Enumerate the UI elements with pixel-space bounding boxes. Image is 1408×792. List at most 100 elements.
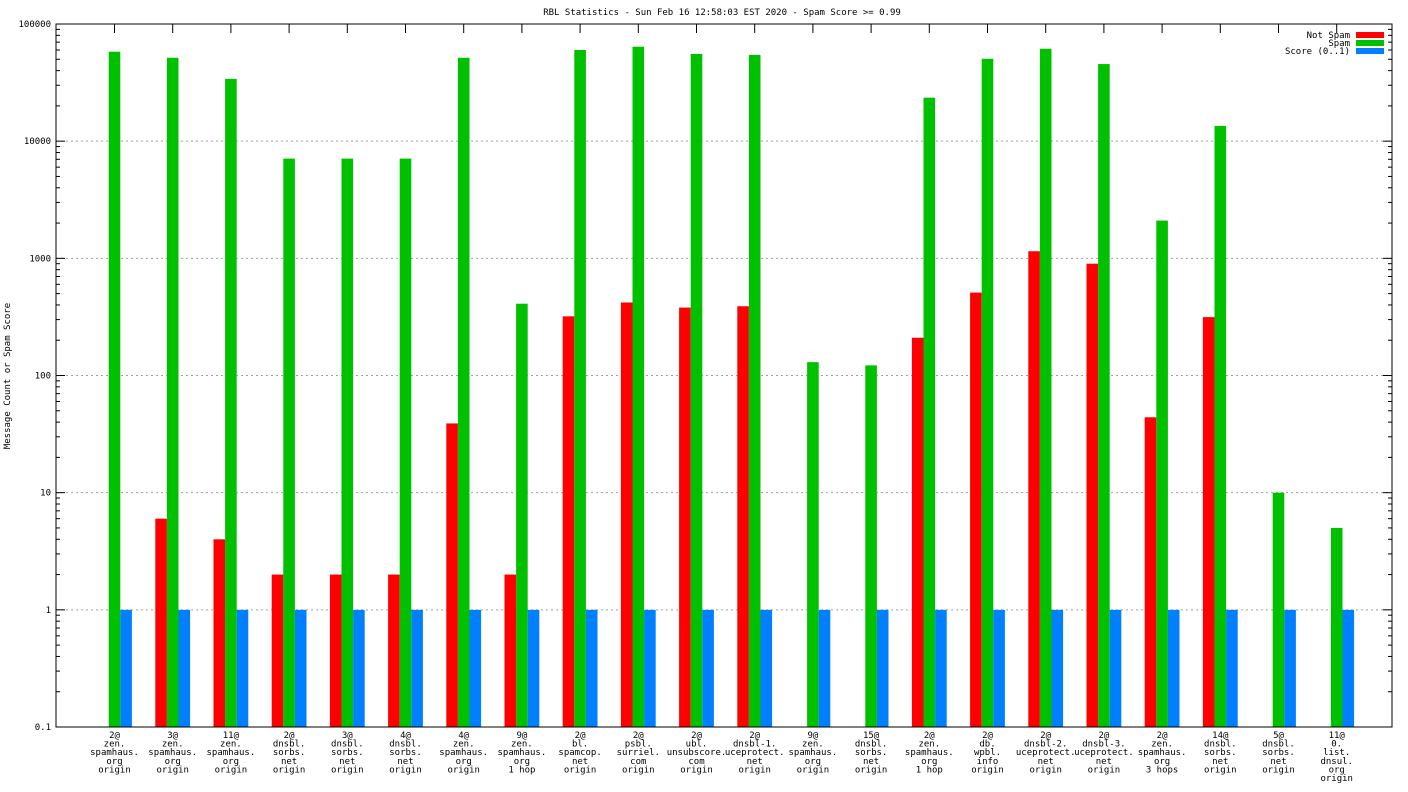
bar-score-0-1 xyxy=(236,609,249,727)
chart-title: RBL Statistics - Sun Feb 16 12:58:03 EST… xyxy=(543,8,901,18)
bar-not-spam xyxy=(562,316,575,727)
bar-spam xyxy=(1330,527,1343,727)
y-tick-label: 0.1 xyxy=(35,723,51,733)
bar-not-spam xyxy=(271,574,284,727)
bar-score-0-1 xyxy=(585,609,598,727)
bar-not-spam xyxy=(155,518,167,727)
bar-spam xyxy=(690,53,703,728)
x-tick-label: 11@ 0. list. dnsul. org origin xyxy=(1320,731,1353,784)
x-tick-label: 2@ ubl. unsubscore. com origin xyxy=(667,731,727,775)
legend-swatch xyxy=(1356,48,1384,54)
x-tick-label: 2@ dnsbl-2. uceprotect. net origin xyxy=(1016,731,1076,775)
bar-score-0-1 xyxy=(411,609,423,727)
y-tick-label: 100000 xyxy=(18,20,51,30)
x-tick-label: 15@ dnsbl. sorbs. net origin xyxy=(855,731,888,775)
y-tick-label: 1 xyxy=(46,606,51,616)
bar-score-0-1 xyxy=(702,609,714,727)
legend-label: Score (0..1) xyxy=(1285,47,1350,57)
x-tick-label: 2@ psbl. surriel. com origin xyxy=(617,731,660,775)
bar-not-spam xyxy=(1028,251,1040,728)
x-tick-label: 2@ zen. spamhaus. org 1 hop xyxy=(905,731,954,775)
bar-spam xyxy=(516,303,528,727)
bar-score-0-1 xyxy=(993,609,1005,727)
bar-spam xyxy=(981,58,994,728)
bar-spam xyxy=(632,46,645,728)
bar-spam xyxy=(108,51,121,727)
bar-score-0-1 xyxy=(644,609,656,727)
bar-score-0-1 xyxy=(876,609,889,727)
x-tick-label: 9@ zen. spamhaus. org 1 hop xyxy=(498,731,547,775)
legend-label: Spam xyxy=(1328,39,1350,49)
legend-label: Not Spam xyxy=(1307,31,1350,41)
bar-spam xyxy=(1098,64,1110,728)
bar-score-0-1 xyxy=(760,609,773,727)
y-tick-label: 100 xyxy=(35,372,51,382)
x-tick-label: 14@ dnsbl. sorbs. net origin xyxy=(1204,731,1237,775)
bar-spam xyxy=(457,57,470,727)
legend-swatch xyxy=(1356,40,1384,46)
bar-not-spam xyxy=(620,302,633,727)
bar-not-spam xyxy=(1144,417,1157,727)
bar-not-spam xyxy=(970,292,982,727)
bar-score-0-1 xyxy=(935,609,947,727)
bar-score-0-1 xyxy=(1226,609,1238,727)
bar-not-spam xyxy=(1086,263,1099,727)
x-tick-label: 2@ zen. spamhaus. org 3 hops xyxy=(1138,731,1187,775)
bar-not-spam xyxy=(446,423,458,727)
x-tick-label: 11@ zen. spamhaus. org origin xyxy=(207,731,256,775)
x-tick-label: 2@ bl. spamcop. net origin xyxy=(558,731,601,775)
x-tick-label: 4@ dnsbl. sorbs. net origin xyxy=(389,731,422,775)
bar-score-0-1 xyxy=(527,609,540,727)
bar-spam xyxy=(865,365,877,727)
bar-spam xyxy=(225,78,237,728)
y-tick-label: 1000 xyxy=(29,254,51,264)
plot-frame xyxy=(55,23,1393,728)
bar-score-0-1 xyxy=(120,609,132,727)
bar-spam xyxy=(166,57,179,727)
x-tick-label: 3@ zen. spamhaus. org origin xyxy=(148,731,197,775)
bar-score-0-1 xyxy=(178,609,191,727)
bar-spam xyxy=(399,158,412,727)
bar-series xyxy=(108,46,1355,728)
y-tick-labels: 0.1 1 10 100 1000 10000 100000 xyxy=(18,20,51,733)
bar-spam xyxy=(923,97,936,727)
bar-spam xyxy=(1039,48,1052,727)
bar-score-0-1 xyxy=(1109,609,1122,727)
bar-not-spam xyxy=(737,306,749,727)
y-tick-label: 10000 xyxy=(24,137,51,147)
bar-score-0-1 xyxy=(353,609,365,727)
bar-not-spam xyxy=(504,574,517,727)
x-tick-label: 5@ dnsbl. sorbs. net origin xyxy=(1262,731,1295,775)
bar-not-spam xyxy=(1202,317,1215,727)
x-tick-label: 4@ zen. spamhaus. org origin xyxy=(439,731,488,775)
y-axis-label: Message Count or Spam Score xyxy=(3,303,13,449)
bar-spam xyxy=(1156,220,1168,728)
bar-spam xyxy=(807,362,819,727)
legend-swatch xyxy=(1356,32,1384,38)
bar-not-spam xyxy=(388,574,400,727)
bar-score-0-1 xyxy=(818,609,831,727)
x-tick-label: 2@ dnsbl-3. uceprotect. net origin xyxy=(1074,731,1134,775)
bar-not-spam xyxy=(329,574,342,727)
bar-spam xyxy=(341,158,354,727)
bar-score-0-1 xyxy=(294,609,307,727)
x-tick-label: 2@ dnsbl. sorbs. net origin xyxy=(273,731,306,775)
bar-spam xyxy=(574,49,586,727)
bar-score-0-1 xyxy=(1167,609,1180,727)
bar-spam xyxy=(748,54,761,727)
bar-not-spam xyxy=(911,337,924,727)
grid-lines xyxy=(56,23,1392,728)
bar-spam xyxy=(1214,125,1227,728)
x-tick-label: 9@ zen. spamhaus. org origin xyxy=(789,731,838,775)
bar-score-0-1 xyxy=(469,609,482,727)
bar-not-spam xyxy=(213,539,226,727)
bar-score-0-1 xyxy=(1051,609,1064,727)
x-tick-label: 2@ dnsbl-1. uceprotect. net origin xyxy=(725,731,785,775)
x-tick-label: 2@ db. wpbl. info origin xyxy=(971,731,1004,775)
x-tick-label: 3@ dnsbl. sorbs. net origin xyxy=(331,731,364,775)
bar-spam xyxy=(283,158,295,727)
bar-score-0-1 xyxy=(1284,609,1296,727)
